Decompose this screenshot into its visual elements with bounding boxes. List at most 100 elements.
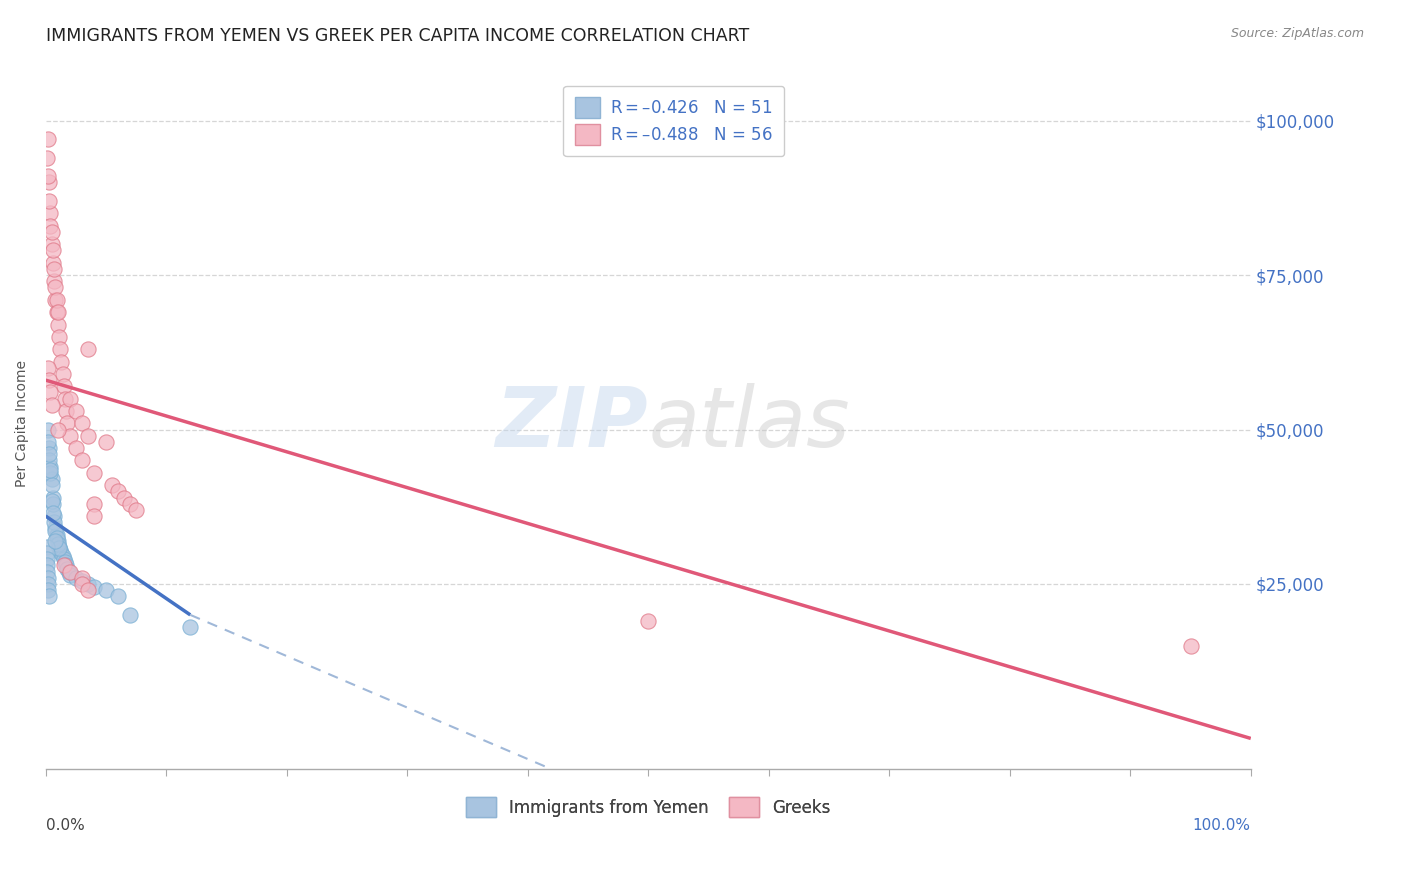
- Point: [59, 567, 82, 582]
- Point: [37, 434, 59, 449]
- Point: [42, 515, 65, 529]
- Point: [37, 169, 59, 184]
- Point: [53, 392, 76, 406]
- Point: [38, 373, 60, 387]
- Point: [39, 466, 62, 480]
- Point: [101, 478, 124, 492]
- Point: [59, 565, 82, 579]
- Point: [49, 343, 72, 357]
- Point: [48, 330, 70, 344]
- Point: [42, 509, 65, 524]
- Point: [49, 543, 72, 558]
- Text: ZIP: ZIP: [495, 383, 648, 464]
- Point: [37, 583, 59, 598]
- Point: [70, 574, 93, 588]
- Point: [76, 428, 98, 442]
- Point: [46, 305, 69, 319]
- Point: [45, 293, 67, 307]
- Point: [65, 571, 87, 585]
- Point: [38, 176, 60, 190]
- Point: [48, 541, 70, 556]
- Point: [41, 398, 63, 412]
- Point: [39, 206, 62, 220]
- Point: [83, 509, 105, 524]
- Point: [41, 472, 63, 486]
- Text: 0.0%: 0.0%: [45, 818, 84, 833]
- Text: atlas: atlas: [648, 383, 849, 464]
- Point: [41, 237, 63, 252]
- Point: [39, 463, 62, 477]
- Point: [44, 524, 66, 539]
- Point: [637, 614, 659, 628]
- Point: [51, 549, 73, 564]
- Point: [70, 417, 93, 431]
- Point: [38, 194, 60, 208]
- Point: [44, 521, 66, 535]
- Point: [44, 533, 66, 548]
- Point: [41, 225, 63, 239]
- Point: [76, 583, 98, 598]
- Point: [37, 423, 59, 437]
- Point: [42, 262, 65, 277]
- Point: [59, 428, 82, 442]
- Point: [1180, 639, 1202, 653]
- Point: [38, 447, 60, 461]
- Point: [38, 590, 60, 604]
- Point: [83, 497, 105, 511]
- Point: [70, 453, 93, 467]
- Point: [179, 620, 201, 634]
- Point: [46, 537, 69, 551]
- Point: [107, 484, 129, 499]
- Point: [39, 459, 62, 474]
- Point: [45, 527, 67, 541]
- Point: [42, 506, 65, 520]
- Point: [51, 546, 73, 560]
- Point: [55, 558, 77, 573]
- Point: [107, 590, 129, 604]
- Text: IMMIGRANTS FROM YEMEN VS GREEK PER CAPITA INCOME CORRELATION CHART: IMMIGRANTS FROM YEMEN VS GREEK PER CAPIT…: [46, 27, 749, 45]
- Point: [42, 497, 65, 511]
- Point: [125, 503, 148, 517]
- Point: [56, 417, 79, 431]
- Point: [76, 343, 98, 357]
- Point: [83, 466, 105, 480]
- Point: [52, 558, 75, 573]
- Point: [45, 305, 67, 319]
- Point: [65, 404, 87, 418]
- Point: [42, 256, 65, 270]
- Point: [42, 274, 65, 288]
- Point: [35, 151, 58, 165]
- Point: [35, 552, 58, 566]
- Point: [70, 577, 93, 591]
- Point: [37, 571, 59, 585]
- Point: [39, 219, 62, 233]
- Legend: Immigrants from Yemen, Greeks: Immigrants from Yemen, Greeks: [460, 790, 837, 823]
- Point: [35, 546, 58, 560]
- Point: [83, 580, 105, 594]
- Y-axis label: Per Capita Income: Per Capita Income: [15, 359, 30, 487]
- Point: [53, 555, 76, 569]
- Point: [94, 434, 117, 449]
- Point: [76, 577, 98, 591]
- Point: [70, 571, 93, 585]
- Point: [112, 491, 135, 505]
- Point: [41, 478, 63, 492]
- Point: [37, 132, 59, 146]
- Point: [46, 318, 69, 332]
- Point: [52, 552, 75, 566]
- Point: [118, 497, 141, 511]
- Point: [94, 583, 117, 598]
- Point: [37, 360, 59, 375]
- Point: [56, 561, 79, 575]
- Point: [41, 493, 63, 508]
- Point: [51, 354, 73, 368]
- Point: [39, 385, 62, 400]
- Point: [48, 540, 70, 554]
- Point: [46, 423, 69, 437]
- Point: [35, 540, 58, 554]
- Point: [55, 404, 77, 418]
- Point: [38, 453, 60, 467]
- Point: [42, 244, 65, 258]
- Point: [65, 441, 87, 455]
- Point: [52, 379, 75, 393]
